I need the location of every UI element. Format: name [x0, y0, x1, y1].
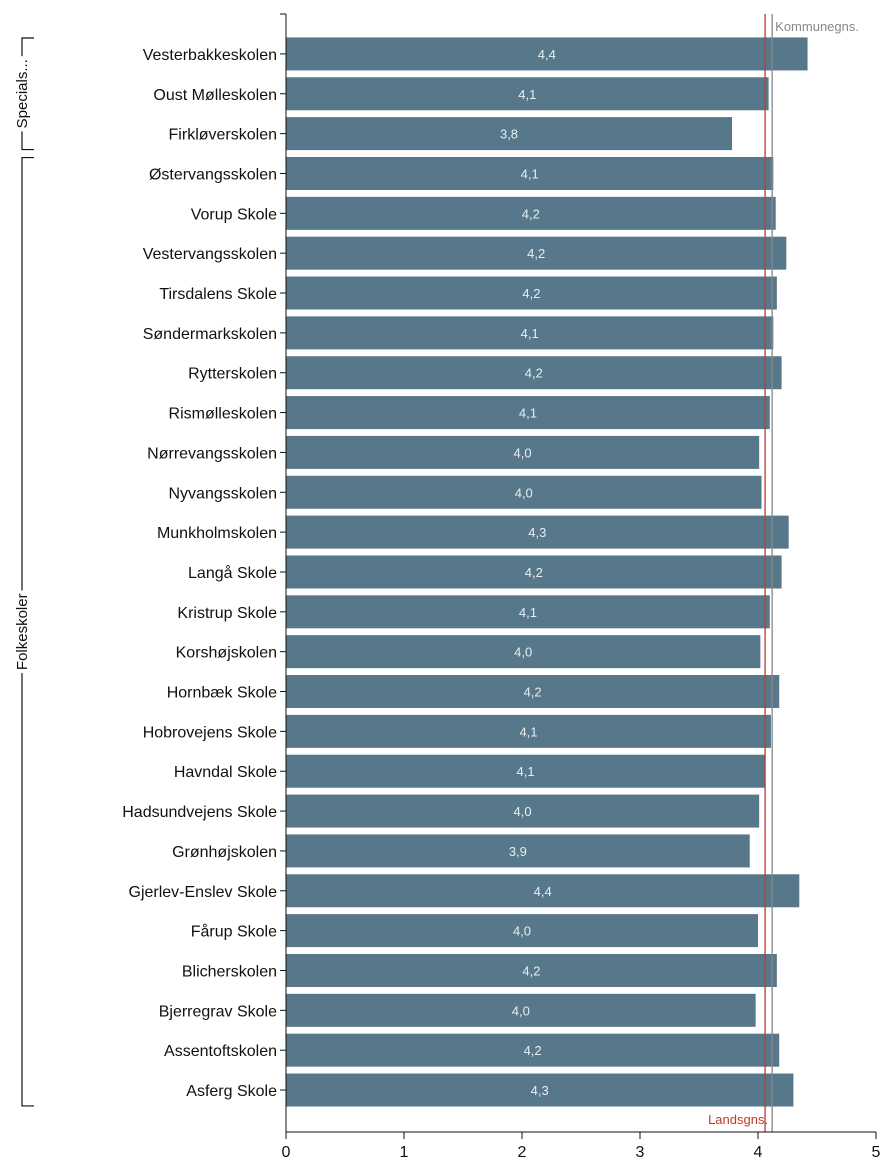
- value-label: 4,0: [515, 485, 533, 500]
- value-label: 4,3: [528, 525, 546, 540]
- value-label: 4,1: [517, 764, 535, 779]
- reference-line-label: Landsgns.: [708, 1112, 768, 1127]
- value-label: 4,2: [527, 246, 545, 261]
- category-label: Havndal Skole: [174, 764, 277, 781]
- group-label-background: [14, 56, 31, 132]
- value-label: 3,8: [500, 127, 518, 142]
- bar: [286, 794, 760, 828]
- value-label: 4,1: [519, 406, 537, 421]
- x-tick-label: 5: [872, 1144, 881, 1161]
- value-label: 4,0: [513, 924, 531, 939]
- bar: [286, 714, 771, 748]
- category-label: Hornbæk Skole: [167, 685, 277, 702]
- bar: [286, 754, 766, 788]
- bar: [286, 396, 770, 430]
- category-label: Rytterskolen: [188, 366, 277, 383]
- bar: [286, 953, 777, 987]
- category-label: Blicherskolen: [182, 963, 277, 980]
- value-label: 4,1: [518, 87, 536, 102]
- bar: [286, 316, 774, 350]
- value-label: 4,4: [538, 47, 556, 62]
- value-label: 4,1: [521, 326, 539, 341]
- value-label: 4,2: [522, 206, 540, 221]
- x-tick-label: 0: [282, 1144, 291, 1161]
- bar: [286, 77, 769, 111]
- value-label: 3,9: [509, 844, 527, 859]
- category-label: Oust Mølleskolen: [153, 87, 277, 104]
- bar: [286, 236, 787, 270]
- bar: [286, 675, 780, 709]
- category-label: Langå Skole: [188, 564, 277, 582]
- value-label: 4,0: [514, 445, 532, 460]
- x-tick-label: 2: [518, 1144, 527, 1161]
- bar: [286, 515, 789, 549]
- y-axis: Vesterbakkeskolen Oust Mølleskolen Firkløv…: [122, 13, 287, 1132]
- bar: [286, 196, 776, 230]
- category-label: Bjerregrav Skole: [159, 1003, 277, 1020]
- bar: [286, 276, 777, 310]
- group-brackets: Specials... Folkeskoler: [14, 37, 34, 1107]
- bar: [286, 1073, 794, 1107]
- bar: [286, 1033, 780, 1067]
- category-label: Tirsdalens Skole: [159, 286, 277, 303]
- value-label: 4,1: [519, 724, 537, 739]
- category-label: Nyvangsskolen: [169, 485, 278, 502]
- category-label: Asferg Skole: [186, 1083, 277, 1100]
- value-label: 4,1: [519, 605, 537, 620]
- x-tick-label: 1: [400, 1144, 409, 1161]
- bar: [286, 475, 762, 509]
- bar: [286, 117, 733, 151]
- category-label: Nørrevangsskolen: [147, 445, 277, 462]
- value-label: 4,2: [524, 685, 542, 700]
- bar: [286, 914, 758, 948]
- value-label: 4,2: [522, 286, 540, 301]
- group-label: Folkeskoler: [14, 593, 31, 670]
- value-label: 4,4: [534, 884, 552, 899]
- bar: [286, 435, 760, 469]
- bar: [286, 993, 756, 1027]
- category-label: Korshøjskolen: [176, 645, 277, 662]
- bar: [286, 356, 782, 390]
- value-label: 4,2: [525, 366, 543, 381]
- category-label: Firkløverskolen: [169, 127, 277, 144]
- bar: [286, 37, 808, 71]
- category-label: Vesterbakkeskolen: [143, 47, 277, 64]
- x-tick-label: 3: [636, 1144, 645, 1161]
- bar: [286, 874, 800, 908]
- category-label: Kristrup Skole: [177, 605, 277, 622]
- category-label: Søndermarkskolen: [143, 326, 277, 343]
- bar: [286, 635, 761, 669]
- value-label: 4,0: [514, 804, 532, 819]
- x-tick-label: 4: [754, 1144, 763, 1161]
- group-label-background: [14, 590, 31, 674]
- x-axis: 0 1 2 3 4 5: [282, 1131, 881, 1161]
- category-label: Gjerlev-Enslev Skole: [129, 884, 278, 901]
- bar: [286, 595, 770, 629]
- category-label: Hadsundvejens Skole: [122, 804, 277, 821]
- category-label: Munkholmskolen: [157, 525, 277, 542]
- value-label: 4,0: [514, 645, 532, 660]
- category-label: Assentoftskolen: [164, 1043, 277, 1060]
- reference-line-label: Kommunegns.: [775, 19, 859, 34]
- group-label: Specials...: [14, 59, 31, 128]
- value-label: 4,1: [521, 166, 539, 181]
- bar: [286, 156, 774, 190]
- value-label: 4,0: [512, 1003, 530, 1018]
- category-label: Rismølleskolen: [169, 406, 277, 423]
- value-label: 4,2: [525, 565, 543, 580]
- category-label: Vorup Skole: [191, 206, 277, 223]
- value-label: 4,2: [524, 1043, 542, 1058]
- value-label: 4,3: [531, 1083, 549, 1098]
- bar: [286, 834, 750, 868]
- value-label: 4,2: [522, 963, 540, 978]
- category-label: Fårup Skole: [191, 923, 277, 941]
- bar: [286, 555, 782, 589]
- reference-lines: Kommunegns. Landsgns.: [708, 14, 859, 1132]
- category-label: Hobrovejens Skole: [143, 724, 277, 741]
- category-label: Østervangsskolen: [149, 166, 277, 183]
- bars: 4,4 4,1 3,8 4,1 4,2 4,2 4,2 4,1 4,2 4,1 4,0 4,0 4,3 4…: [286, 37, 808, 1107]
- category-label: Vestervangsskolen: [143, 246, 277, 263]
- category-label: Grønhøjskolen: [172, 844, 277, 861]
